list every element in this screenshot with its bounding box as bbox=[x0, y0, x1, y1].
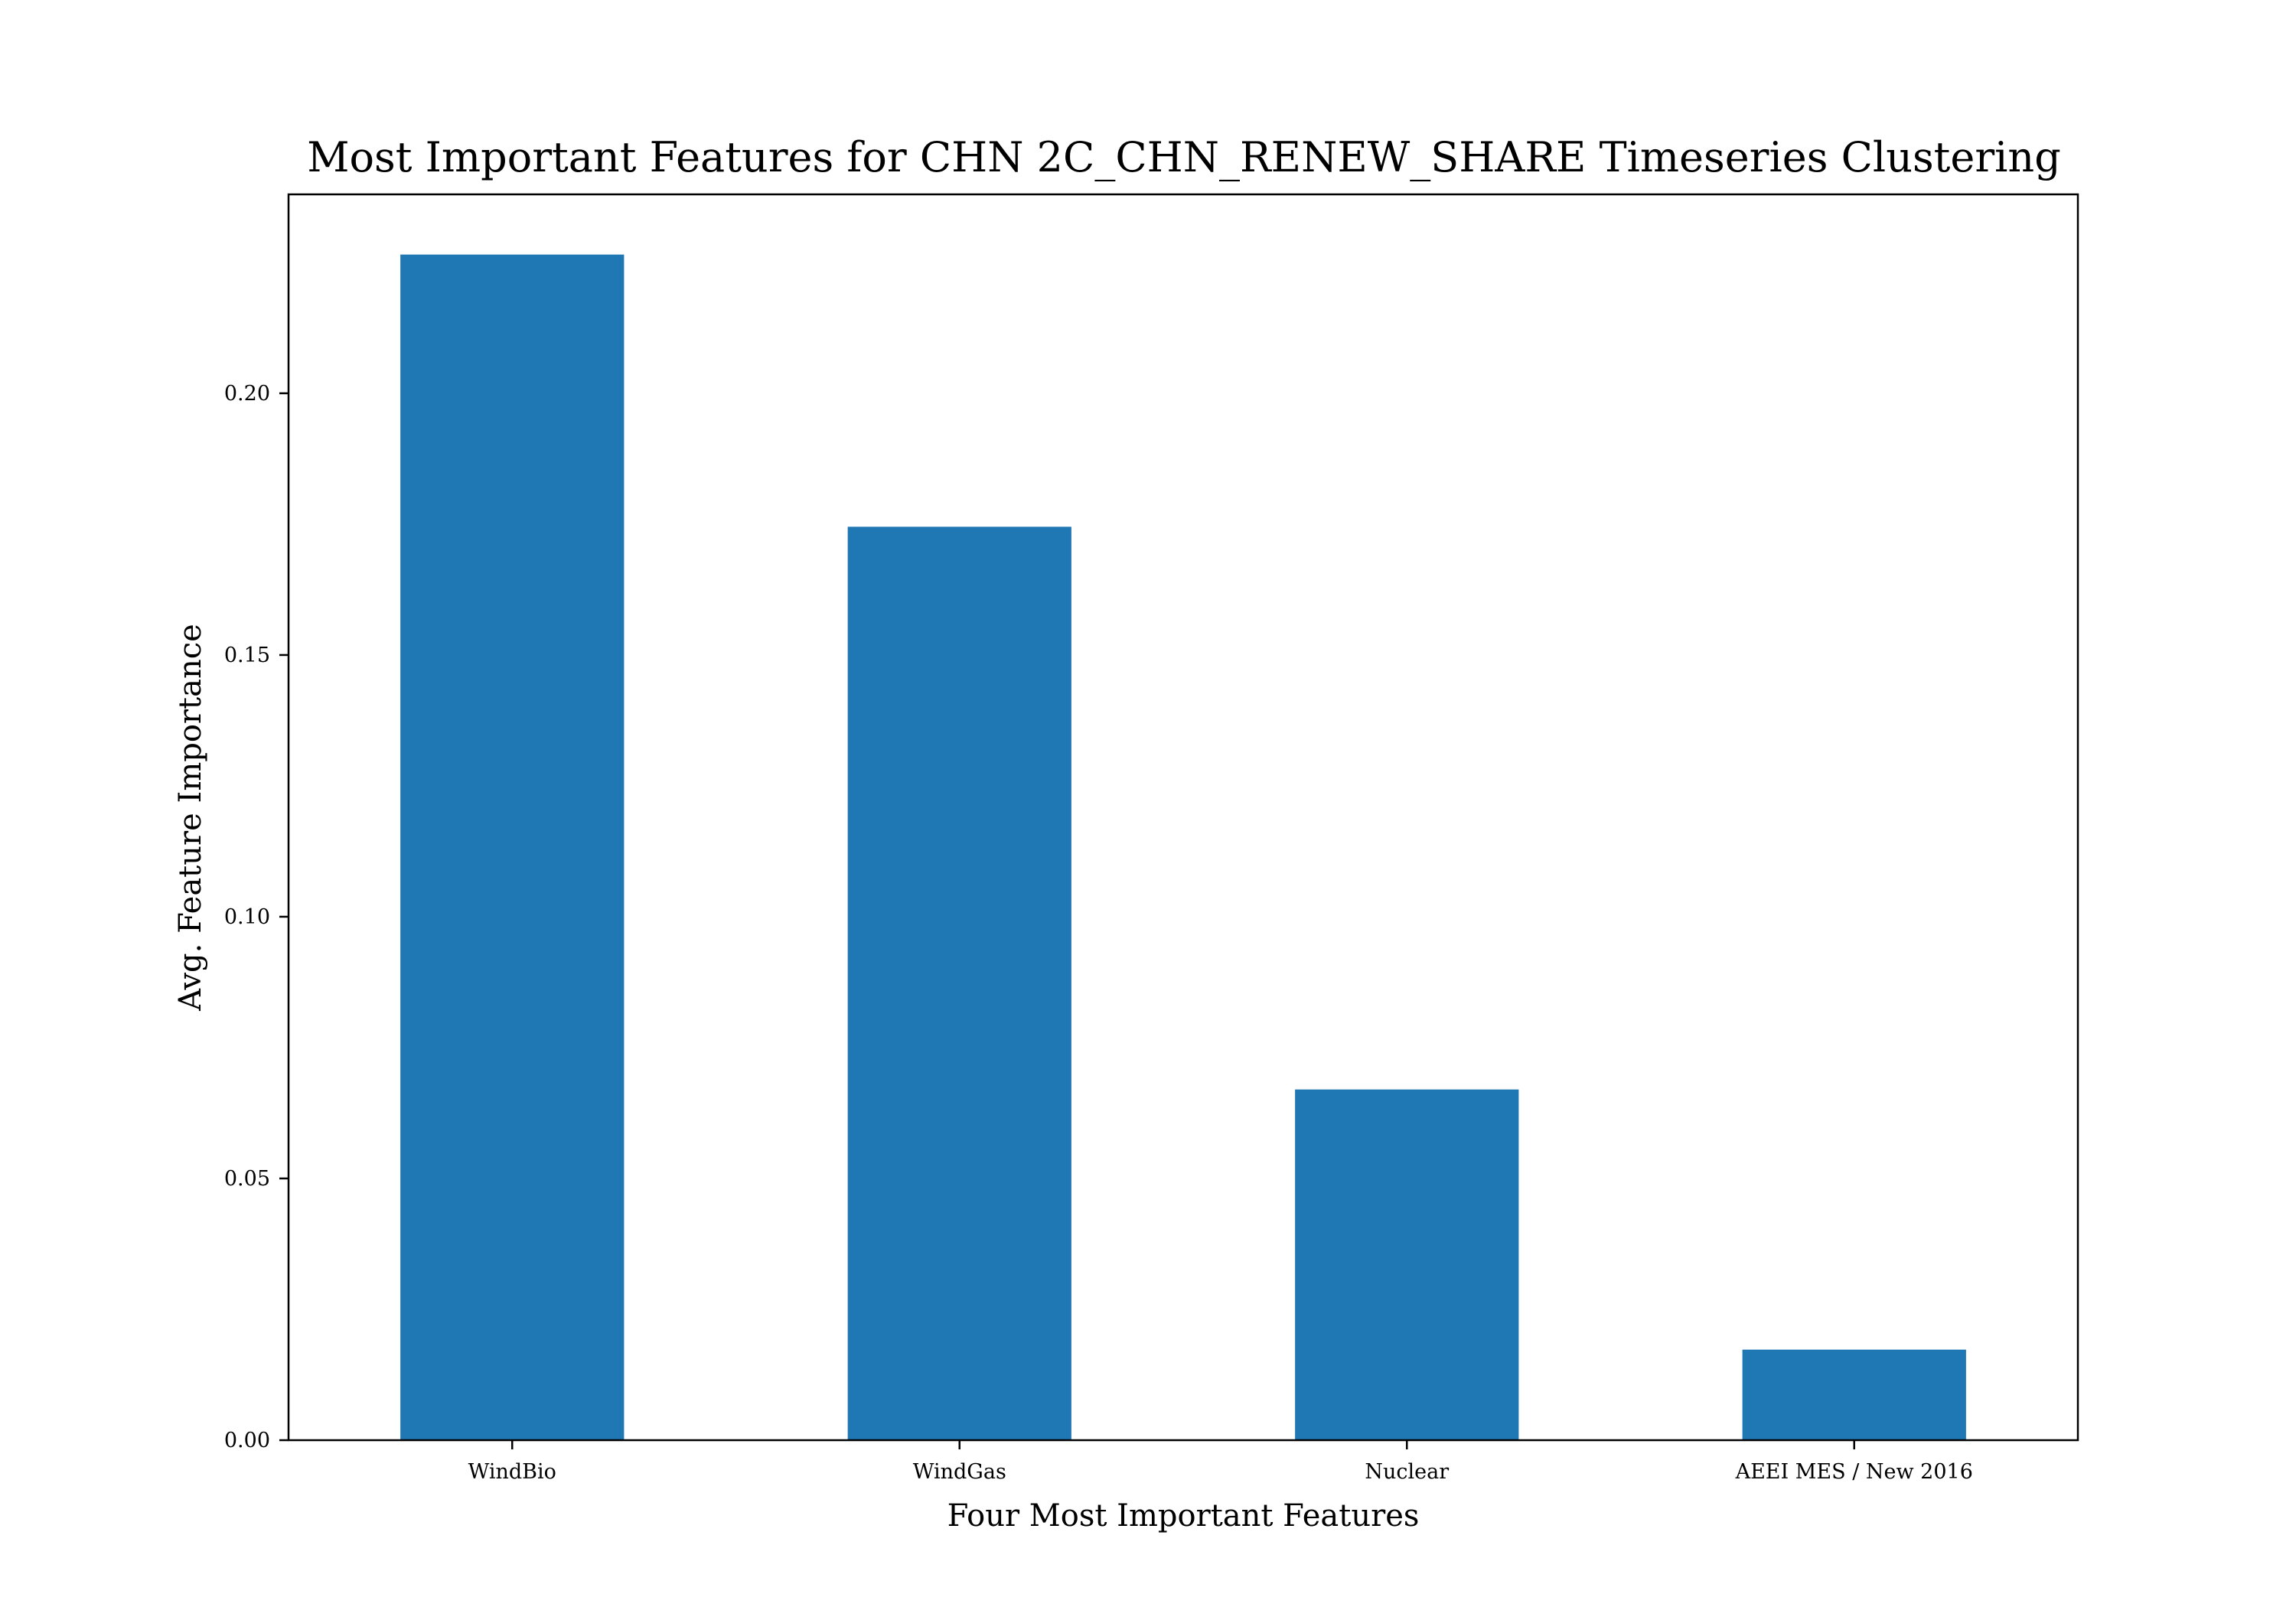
y-axis-label: Avg. Feature Importance bbox=[173, 624, 208, 1012]
bar-windbio bbox=[400, 254, 625, 1440]
bar-nuclear bbox=[1295, 1089, 1519, 1440]
plot-frame bbox=[287, 193, 2079, 1442]
y-tick-label: 0.05 bbox=[224, 1167, 270, 1191]
y-tick-label: 0.00 bbox=[224, 1429, 270, 1452]
x-tick-label: Nuclear bbox=[1365, 1460, 1449, 1484]
bar-windgas bbox=[847, 526, 1071, 1440]
x-tick-label: WindGas bbox=[913, 1460, 1006, 1484]
bars bbox=[400, 254, 1966, 1440]
y-axis: 0.00 0.05 0.10 0.15 0.20 bbox=[224, 382, 289, 1452]
plot-area bbox=[287, 193, 2079, 1442]
chart-title: Most Important Features for CHN 2C_CHN_R… bbox=[307, 133, 2061, 181]
x-tick-label: WindBio bbox=[468, 1460, 556, 1484]
x-tick-label: AEEI MES / New 2016 bbox=[1735, 1460, 1973, 1484]
y-tick-label: 0.15 bbox=[224, 644, 270, 667]
bar-aeei-mes-new-2016 bbox=[1742, 1349, 1966, 1440]
x-axis-label: Four Most Important Features bbox=[947, 1498, 1420, 1534]
y-tick-label: 0.10 bbox=[224, 905, 270, 929]
y-tick-label: 0.20 bbox=[224, 382, 270, 406]
x-axis: WindBio WindGas Nuclear AEEI MES / New 2016 bbox=[468, 1440, 1973, 1484]
